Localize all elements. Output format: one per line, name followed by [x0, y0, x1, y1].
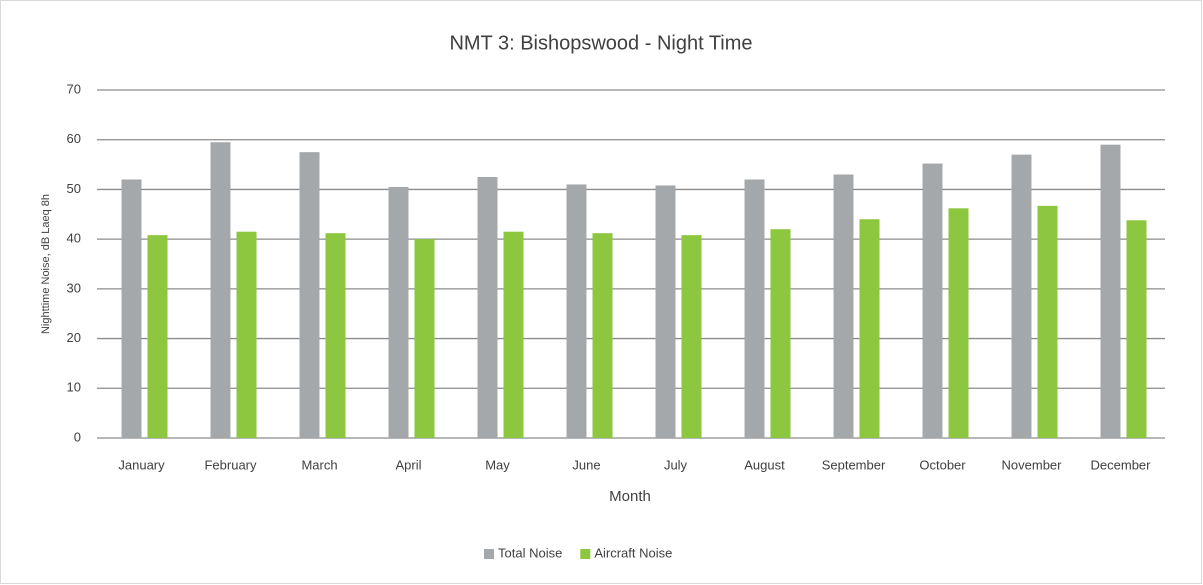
x-tick-label: April: [395, 457, 421, 472]
bar: [744, 179, 765, 438]
y-tick-label: 30: [67, 280, 81, 295]
bar: [833, 174, 854, 438]
bar: [210, 142, 231, 438]
y-tick-label: 50: [67, 181, 81, 196]
bar: [922, 163, 943, 438]
x-tick-label: July: [664, 457, 688, 472]
x-tick-label: March: [301, 457, 337, 472]
y-tick-label: 10: [67, 380, 81, 395]
x-tick-label: October: [919, 457, 966, 472]
x-tick-label: January: [118, 457, 165, 472]
legend-label: Aircraft Noise: [594, 545, 672, 560]
bar: [1037, 205, 1058, 438]
bar: [299, 152, 320, 438]
bar: [325, 233, 346, 438]
y-tick-label: 70: [67, 81, 81, 96]
bar: [236, 231, 257, 438]
y-tick-label: 20: [67, 330, 81, 345]
x-tick-label: December: [1091, 457, 1152, 472]
bar: [1011, 154, 1032, 438]
x-tick-label: September: [822, 457, 886, 472]
bar: [566, 184, 587, 438]
bar: [681, 235, 702, 438]
bar: [948, 208, 969, 438]
legend-swatch: [580, 549, 591, 559]
x-tick-label: May: [485, 457, 510, 472]
bar: [477, 177, 498, 438]
bar: [1126, 220, 1147, 438]
bar: [388, 186, 409, 438]
y-tick-label: 40: [67, 231, 81, 246]
bar: [592, 233, 613, 438]
legend-swatch: [484, 549, 494, 559]
x-tick-label: August: [744, 457, 785, 472]
chart-title: NMT 3: Bishopswood - Night Time: [449, 32, 752, 54]
legend-label: Total Noise: [498, 545, 562, 560]
bar: [655, 185, 676, 438]
x-tick-label: November: [1002, 457, 1063, 472]
y-axis-label: Nighttime Noise, dB Laeq 8h: [40, 194, 52, 334]
bar: [503, 231, 524, 438]
bar: [859, 219, 880, 438]
bar: [147, 235, 168, 438]
bar: [770, 229, 791, 438]
y-tick-label: 0: [74, 429, 81, 444]
y-tick-label: 60: [67, 131, 81, 146]
x-tick-label: February: [204, 457, 257, 472]
x-tick-label: June: [572, 457, 600, 472]
bar: [1100, 144, 1121, 438]
bar: [414, 239, 435, 438]
x-axis-label: Month: [609, 488, 651, 505]
bar: [121, 179, 142, 438]
